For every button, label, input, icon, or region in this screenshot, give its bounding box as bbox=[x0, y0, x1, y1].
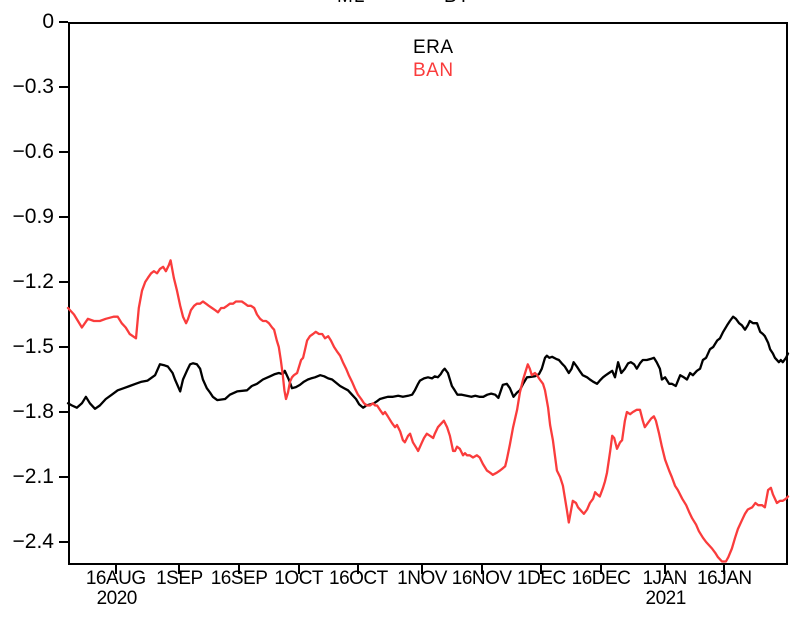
y-axis-tick bbox=[59, 411, 68, 413]
x-axis-tick bbox=[540, 565, 543, 574]
x-axis-tick-label: 16AUG bbox=[85, 568, 146, 589]
x-axis-tick bbox=[238, 565, 241, 574]
y-axis-tick-label: −2.4 bbox=[12, 530, 54, 553]
plot-title-clipped: ML BT bbox=[0, 0, 800, 7]
x-axis-tick bbox=[480, 565, 483, 574]
x-axis-tick-label: 1OCT bbox=[274, 568, 324, 589]
y-axis-tick-label: −0.3 bbox=[12, 75, 54, 98]
y-axis-tick bbox=[59, 21, 68, 23]
x-axis-year-label: 2021 bbox=[645, 588, 687, 609]
y-axis-tick-label: −1.2 bbox=[12, 270, 54, 293]
y-axis-tick bbox=[59, 281, 68, 283]
x-axis-tick-label: 16NOV bbox=[451, 568, 512, 589]
title-fragment-right: BT bbox=[444, 0, 470, 7]
y-axis-tick-label: −1.5 bbox=[12, 335, 54, 358]
x-axis-tick bbox=[600, 565, 603, 574]
y-axis-tick bbox=[59, 216, 68, 218]
x-axis-tick-label: 16DEC bbox=[571, 568, 631, 589]
y-axis-tick bbox=[59, 86, 68, 88]
legend-item-ban: BAN bbox=[413, 60, 454, 81]
x-axis-tick bbox=[663, 565, 666, 574]
x-axis-tick-label: 1NOV bbox=[397, 568, 447, 589]
x-axis-tick-label: 16SEP bbox=[210, 568, 268, 589]
x-axis-tick bbox=[114, 565, 117, 574]
y-axis-tick-label: −2.1 bbox=[12, 465, 54, 488]
plot-frame bbox=[68, 22, 788, 565]
x-axis-tick-label: 1DEC bbox=[517, 568, 566, 589]
title-fragment-left: ML bbox=[337, 0, 365, 7]
x-axis-tick bbox=[421, 565, 424, 574]
x-axis-tick-label: 1SEP bbox=[156, 568, 203, 589]
y-axis-tick-label: −1.8 bbox=[12, 400, 54, 423]
y-axis-tick bbox=[59, 476, 68, 478]
x-axis-tick bbox=[357, 565, 360, 574]
legend: ERA BAN bbox=[413, 36, 454, 82]
y-axis-tick bbox=[59, 541, 68, 543]
x-axis-year-label: 2020 bbox=[96, 588, 138, 609]
x-axis-tick bbox=[178, 565, 181, 574]
x-axis-tick-label: 16JAN bbox=[697, 568, 752, 589]
x-axis-tick bbox=[297, 565, 300, 574]
y-axis-tick-label: 0 bbox=[42, 10, 54, 33]
legend-item-era: ERA bbox=[413, 37, 454, 58]
x-axis-tick-label: 1JAN bbox=[642, 568, 687, 589]
x-axis-tick-label: 16OCT bbox=[329, 568, 388, 589]
y-axis-tick bbox=[59, 151, 68, 153]
y-axis-tick bbox=[59, 346, 68, 348]
y-axis-tick-label: −0.9 bbox=[12, 205, 54, 228]
x-axis-tick bbox=[723, 565, 726, 574]
y-axis-tick-label: −0.6 bbox=[12, 140, 54, 163]
